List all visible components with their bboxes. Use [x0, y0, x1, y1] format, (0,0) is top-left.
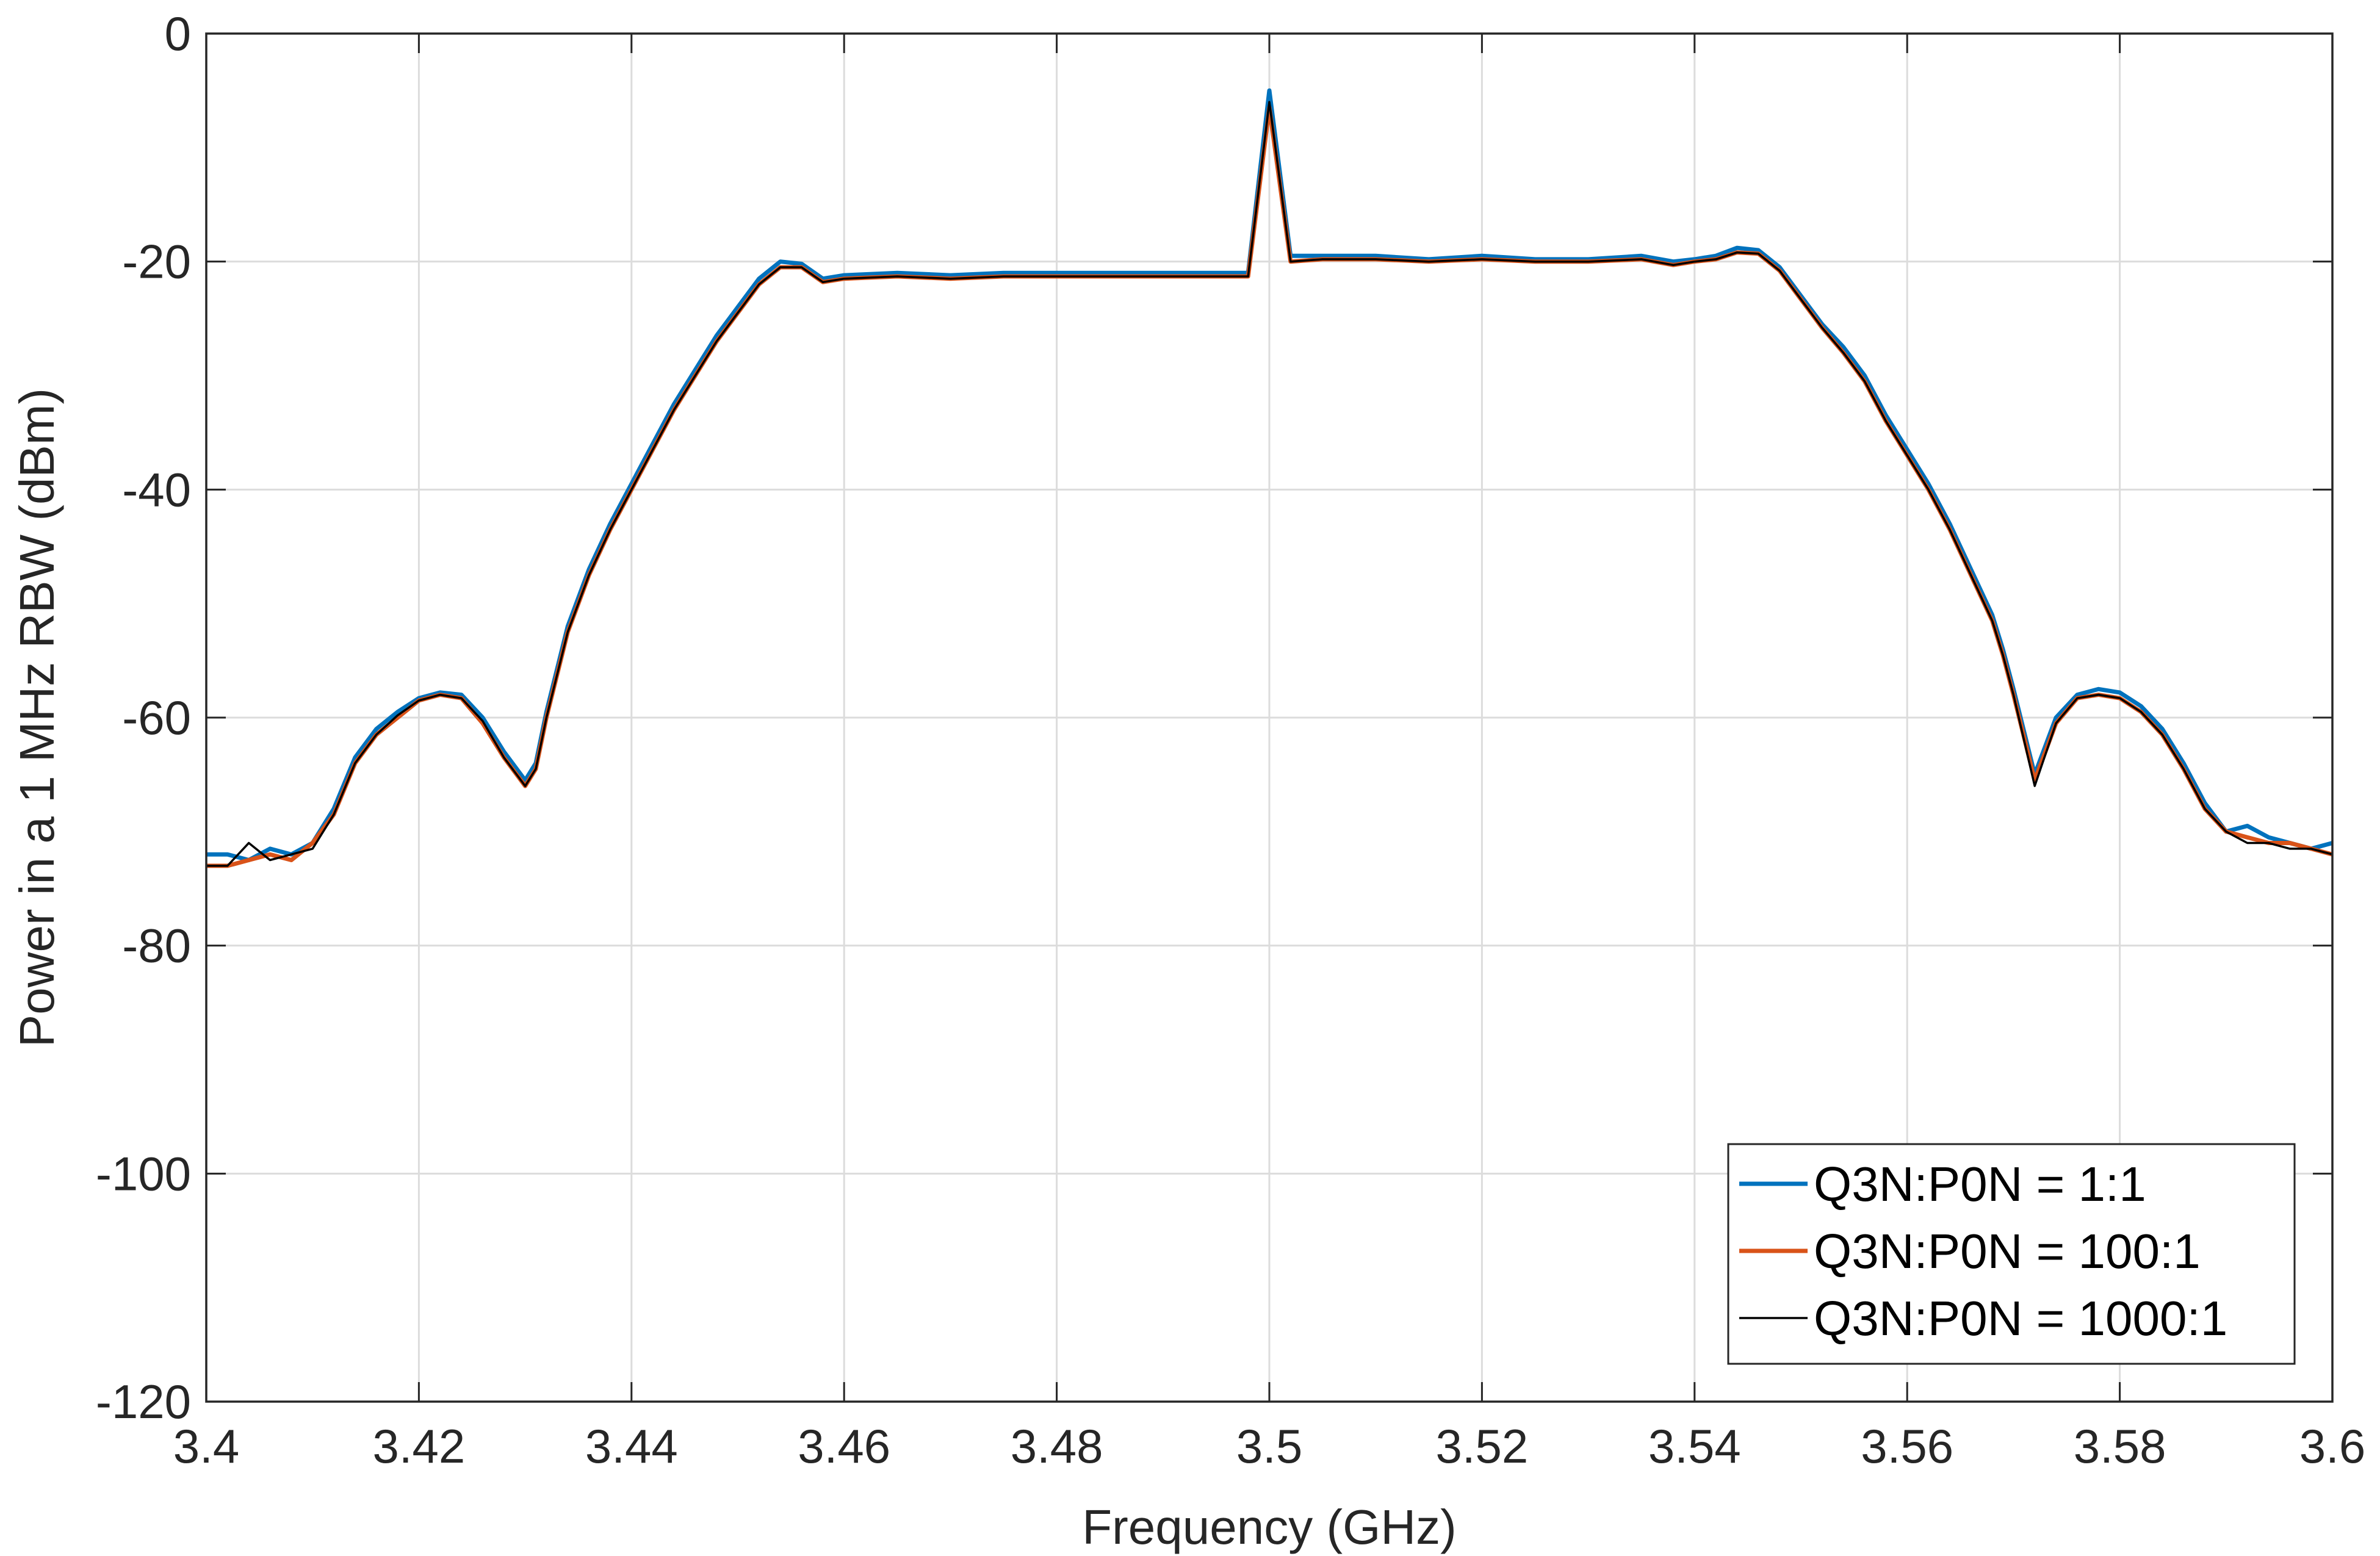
- x-tick-label: 3.44: [585, 1419, 678, 1473]
- x-axis-label: Frequency (GHz): [1082, 1500, 1456, 1554]
- y-tick-label: -80: [122, 919, 191, 973]
- x-tick-label: 3.4: [173, 1419, 239, 1473]
- series-group: [206, 88, 2332, 868]
- y-axis-label: Power in a 1 MHz RBW (dBm): [10, 388, 64, 1047]
- x-tick-label: 3.52: [1435, 1419, 1528, 1473]
- y-tick-label: 0: [165, 7, 191, 60]
- x-tick-label: 3.58: [2074, 1419, 2166, 1473]
- legend-label-2: Q3N:P0N = 100:1: [1814, 1224, 2201, 1278]
- x-tick-label: 3.5: [1236, 1419, 1302, 1473]
- legend-box: [1727, 1143, 2296, 1365]
- x-tick-label: 3.6: [2299, 1419, 2365, 1473]
- y-tick-label: -20: [122, 235, 191, 289]
- x-tick-label: 3.54: [1648, 1419, 1741, 1473]
- legend-label-1: Q3N:P0N = 1:1: [1814, 1157, 2146, 1211]
- x-tick-label: 3.48: [1011, 1419, 1103, 1473]
- x-tick-label: 3.46: [798, 1419, 890, 1473]
- y-tick-label: -60: [122, 691, 191, 744]
- y-tick-label: -120: [96, 1375, 191, 1428]
- legend-label-3: Q3N:P0N = 1000:1: [1814, 1291, 2227, 1345]
- x-tick-label: 3.56: [1861, 1419, 1953, 1473]
- series-line-3: [206, 101, 2332, 867]
- y-tick-label: -100: [96, 1147, 191, 1200]
- y-tick-label: -40: [122, 463, 191, 516]
- x-tick-label: 3.42: [372, 1419, 465, 1473]
